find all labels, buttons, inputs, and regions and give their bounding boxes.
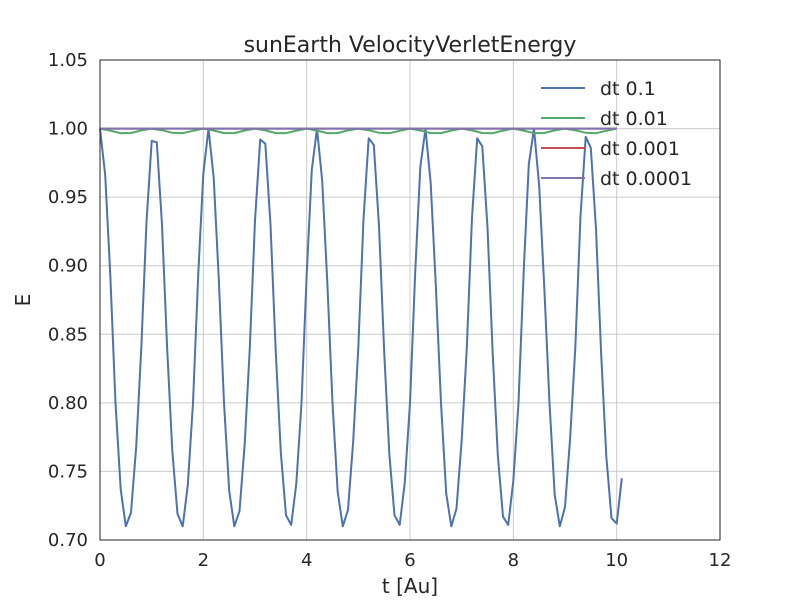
legend-label: dt 0.1 xyxy=(600,78,656,100)
y-tick-label: 0.70 xyxy=(48,530,88,551)
y-tick-label: 1.05 xyxy=(48,50,88,71)
y-tick-labels: 0.70 0.75 0.80 0.85 0.90 0.95 1.00 1.05 xyxy=(48,50,88,551)
x-tick-label: 0 xyxy=(94,550,105,571)
x-tick-labels: 0 2 4 6 8 10 12 xyxy=(94,550,731,571)
y-tick-label: 0.90 xyxy=(48,256,88,277)
y-axis-label: E xyxy=(11,294,35,307)
series-group xyxy=(99,127,623,528)
x-tick-label: 6 xyxy=(404,550,415,571)
legend: dt 0.1 dt 0.01 dt 0.001 dt 0.0001 xyxy=(541,78,692,190)
y-tick-label: 0.95 xyxy=(48,187,88,208)
y-tick-label: 0.85 xyxy=(48,324,88,345)
x-tick-label: 10 xyxy=(605,550,628,571)
legend-label: dt 0.0001 xyxy=(600,168,692,190)
y-tick-label: 0.80 xyxy=(48,393,88,414)
x-tick-label: 2 xyxy=(198,550,209,571)
y-tick-label: 0.75 xyxy=(48,461,88,482)
x-tick-label: 8 xyxy=(508,550,519,571)
x-tick-label: 4 xyxy=(301,550,312,571)
legend-label: dt 0.001 xyxy=(600,138,680,160)
x-axis-label: t [Au] xyxy=(382,574,438,598)
chart-title: sunEarth VelocityVerletEnergy xyxy=(244,33,577,58)
y-tick-label: 1.00 xyxy=(48,119,88,140)
plot-frame xyxy=(99,59,721,541)
x-tick-label: 12 xyxy=(709,550,732,571)
grid-lines xyxy=(100,60,720,540)
legend-label: dt 0.01 xyxy=(600,108,668,130)
series-line-1 xyxy=(99,127,623,528)
